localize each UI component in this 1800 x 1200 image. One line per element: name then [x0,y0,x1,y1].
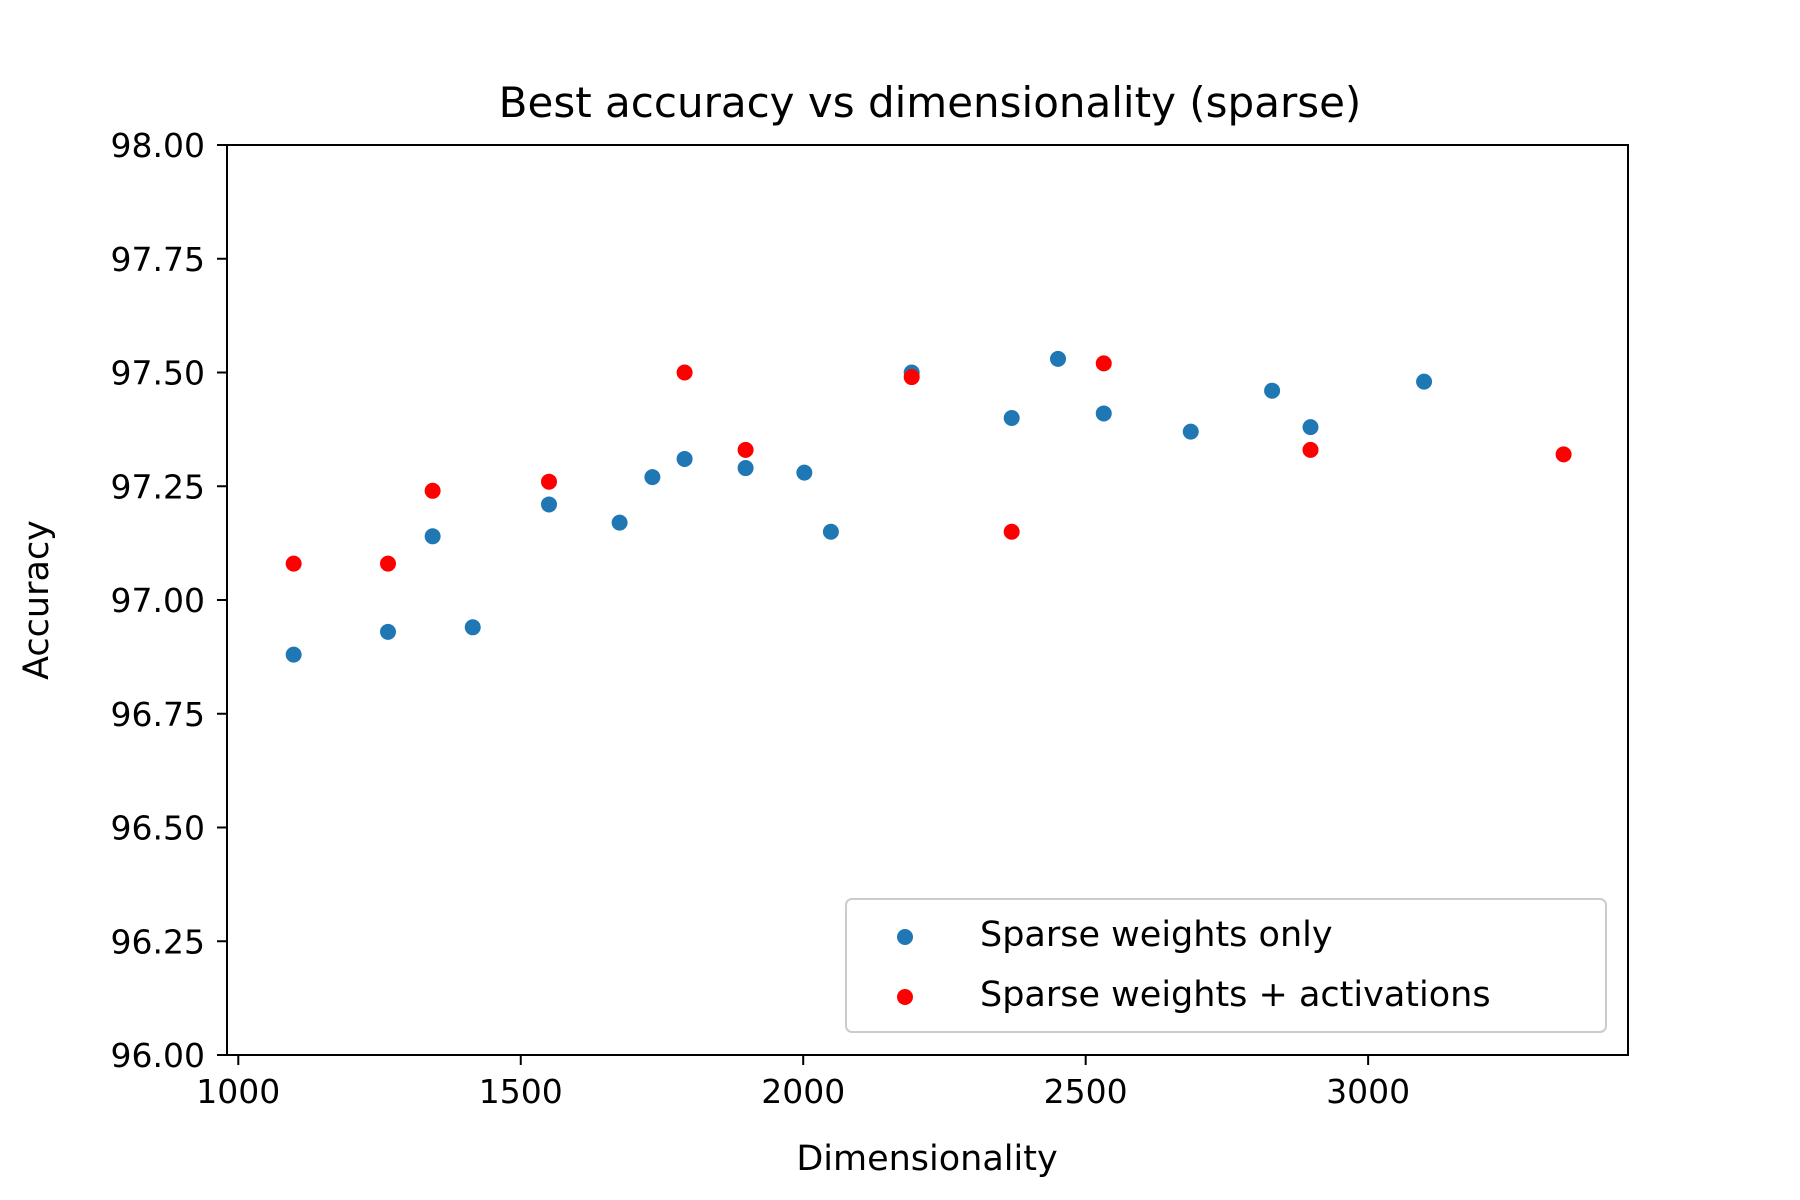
data-point [822,523,839,540]
series-sparse-weights-only [285,350,1433,663]
x-tick-label: 1000 [196,1072,280,1111]
y-tick-label: 98.00 [111,126,205,165]
data-points [285,350,1572,663]
data-point [424,482,441,499]
data-point [541,496,558,513]
legend-marker-sparse-weights-activations [897,989,913,1005]
data-point [541,473,558,490]
data-point [676,450,693,467]
chart-title: Best accuracy vs dimensionality (sparse) [499,78,1362,127]
x-axis: 1000 1500 2000 2500 3000 [196,1055,1410,1111]
data-point [1095,405,1112,422]
data-point [611,514,628,531]
y-tick-label: 97.00 [111,581,205,620]
data-point [1182,423,1199,440]
legend-label-sparse-weights-activations: Sparse weights + activations [980,975,1491,1015]
data-point [903,369,920,386]
y-axis: 96.00 96.25 96.50 96.75 97.00 97.25 97.50 97.75… [111,126,227,1075]
legend: Sparse weights only Sparse weights + act… [845,898,1607,1033]
legend-box [845,898,1607,1033]
x-tick-label: 3000 [1326,1072,1410,1111]
x-tick-label: 1500 [479,1072,563,1111]
data-point [1555,446,1572,463]
data-point [1095,355,1112,372]
data-point [1049,350,1066,367]
legend-marker-sparse-weights-only [897,929,913,945]
y-tick-label: 97.25 [111,467,205,506]
y-tick-label: 96.75 [111,695,205,734]
data-point [1302,419,1319,436]
x-axis-label: Dimensionality [796,1139,1057,1179]
data-point [796,464,813,481]
data-point [1003,523,1020,540]
data-point [380,623,397,640]
data-point [380,555,397,572]
y-tick-label: 96.00 [111,1036,205,1075]
y-tick-label: 97.50 [111,354,205,393]
data-point [424,528,441,545]
data-point [1302,441,1319,458]
series-sparse-weights-activations [285,355,1572,572]
x-tick-label: 2000 [761,1072,845,1111]
data-point [1416,373,1433,390]
x-tick-label: 2500 [1044,1072,1128,1111]
y-tick-label: 96.50 [111,809,205,848]
y-tick-label: 97.75 [111,240,205,279]
data-point [737,460,754,477]
data-point [1264,382,1281,399]
y-axis-label: Accuracy [17,520,57,680]
data-point [285,646,302,663]
data-point [1003,410,1020,426]
data-point [737,441,754,458]
y-tick-label: 96.25 [111,922,205,961]
legend-label-sparse-weights-only: Sparse weights only [980,915,1333,955]
data-point [464,619,481,636]
data-point [676,364,693,381]
data-point [644,469,661,486]
data-point [285,555,302,572]
